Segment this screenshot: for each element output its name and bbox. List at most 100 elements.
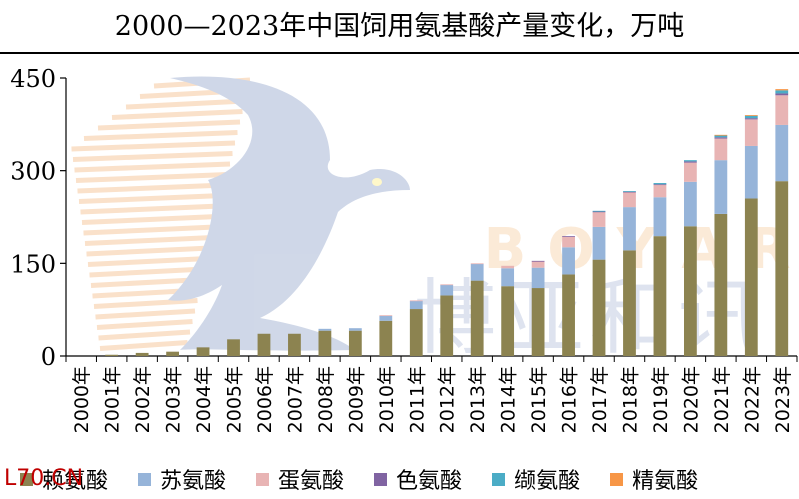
bar-segment bbox=[775, 89, 789, 91]
bar-segment bbox=[744, 118, 758, 120]
bar-segment bbox=[531, 288, 545, 356]
watermark-stripe bbox=[89, 266, 206, 278]
bar-segment bbox=[592, 226, 606, 260]
legend-label: 缬氨酸 bbox=[514, 469, 581, 494]
bar-segment bbox=[166, 351, 180, 356]
bar-segment bbox=[775, 181, 789, 356]
bar-segment bbox=[135, 352, 149, 356]
legend: 赖氨酸 苏氨酸 蛋氨酸 色氨酸 缬氨酸 精氨酸 bbox=[20, 464, 728, 494]
x-tick-label: 2022年 bbox=[741, 366, 763, 433]
watermark-stripe bbox=[81, 214, 218, 225]
bird-body-shape bbox=[168, 76, 410, 351]
x-tick-label: 2004年 bbox=[193, 366, 215, 433]
x-tick-label: 2010年 bbox=[376, 366, 398, 433]
bar-segment bbox=[440, 284, 454, 296]
bar-segment bbox=[744, 145, 758, 199]
x-tick-label: 2009年 bbox=[345, 366, 367, 433]
bar-segment bbox=[592, 212, 606, 227]
watermark-stripe bbox=[99, 340, 188, 351]
y-tick-label: 300 bbox=[10, 158, 56, 186]
watermark-stripe bbox=[98, 329, 191, 341]
x-tick-label: 2013年 bbox=[467, 366, 489, 433]
bar-segment bbox=[562, 274, 575, 356]
bar-segment bbox=[409, 300, 423, 302]
x-tick-label: 2016年 bbox=[559, 366, 581, 433]
watermark-stripe bbox=[71, 140, 236, 152]
bar-segment bbox=[470, 263, 484, 281]
x-tick-label: 2018年 bbox=[619, 366, 641, 433]
legend-swatch bbox=[492, 472, 506, 486]
bar-segment bbox=[775, 95, 789, 125]
y-tick-label: 450 bbox=[10, 65, 56, 93]
bar-segment bbox=[105, 354, 119, 356]
bar-segment bbox=[409, 301, 423, 310]
x-tick-label: 2008年 bbox=[315, 366, 337, 433]
bar-segment bbox=[623, 250, 636, 356]
watermark-stripe bbox=[90, 277, 203, 288]
bar-segment bbox=[744, 115, 758, 119]
y-tick-label: 0 bbox=[41, 343, 56, 371]
watermark-stripe bbox=[78, 193, 223, 204]
watermark-chinese-text: 博亚和讯 bbox=[414, 271, 766, 366]
watermark-stripe bbox=[83, 224, 216, 236]
x-tick-label: 2007年 bbox=[284, 366, 306, 433]
x-tick-label: 2015年 bbox=[528, 366, 550, 433]
bar-segment bbox=[592, 259, 606, 356]
bar-segment bbox=[257, 333, 271, 356]
x-tick-label: 2012年 bbox=[437, 366, 459, 433]
bar-segment bbox=[623, 207, 636, 251]
bar-segment bbox=[714, 213, 728, 356]
watermark-stripe bbox=[75, 172, 228, 183]
x-tick-label: 2005年 bbox=[224, 366, 246, 433]
bar-segment bbox=[348, 330, 362, 356]
legend-item: 赖氨酸 bbox=[20, 463, 108, 495]
bar-segment bbox=[562, 236, 575, 237]
bar-segment bbox=[440, 295, 454, 356]
legend-swatch bbox=[256, 472, 270, 486]
watermark-stripe bbox=[93, 298, 198, 309]
legend-label: 赖氨酸 bbox=[42, 469, 109, 494]
legend-item: 蛋氨酸 bbox=[256, 463, 344, 495]
bar-series bbox=[105, 89, 789, 356]
bar-segment bbox=[714, 138, 728, 161]
x-tick-label: 2001年 bbox=[102, 366, 124, 433]
bar-segment bbox=[379, 320, 393, 356]
watermark-stripe bbox=[72, 151, 233, 162]
bar-segment bbox=[653, 183, 667, 185]
bar-segment bbox=[562, 236, 575, 248]
bar-segment bbox=[714, 135, 728, 138]
source-watermark-text: L70.CN bbox=[4, 466, 84, 491]
title-divider bbox=[0, 52, 799, 54]
bar-segment bbox=[318, 330, 332, 356]
x-tick-label: 2011年 bbox=[406, 366, 428, 433]
watermark-letter: Y bbox=[616, 217, 659, 282]
bar-segment bbox=[470, 280, 484, 356]
bar-segment bbox=[653, 236, 667, 356]
bar-segment bbox=[714, 160, 728, 214]
chart-title: 2000—2023年中国饲用氨基酸产量变化，万吨 bbox=[114, 11, 685, 42]
legend-swatch bbox=[374, 472, 388, 486]
watermark-stripe bbox=[97, 119, 241, 131]
bar-segment bbox=[683, 161, 697, 163]
bird-eye bbox=[372, 178, 382, 186]
bar-segment bbox=[592, 210, 606, 212]
bar-segment bbox=[653, 197, 667, 237]
legend-swatch bbox=[20, 472, 33, 486]
bar-segment bbox=[592, 211, 606, 213]
bar-segment bbox=[623, 192, 636, 208]
x-tick-label: 2019年 bbox=[650, 366, 672, 433]
legend-label: 精氨酸 bbox=[632, 469, 699, 494]
watermark-stripe bbox=[96, 319, 193, 330]
bar-segment bbox=[440, 284, 454, 286]
legend-label: 苏氨酸 bbox=[160, 469, 227, 494]
bar-segment bbox=[379, 315, 393, 317]
legend-swatch bbox=[138, 472, 152, 486]
bar-segment bbox=[531, 260, 545, 262]
bar-segment bbox=[683, 181, 697, 227]
bar-segment bbox=[683, 226, 697, 356]
bar-segment bbox=[775, 93, 789, 96]
legend-item: 缬氨酸 bbox=[492, 463, 580, 495]
bar-segment bbox=[501, 265, 515, 269]
watermark-stripe bbox=[74, 161, 231, 173]
